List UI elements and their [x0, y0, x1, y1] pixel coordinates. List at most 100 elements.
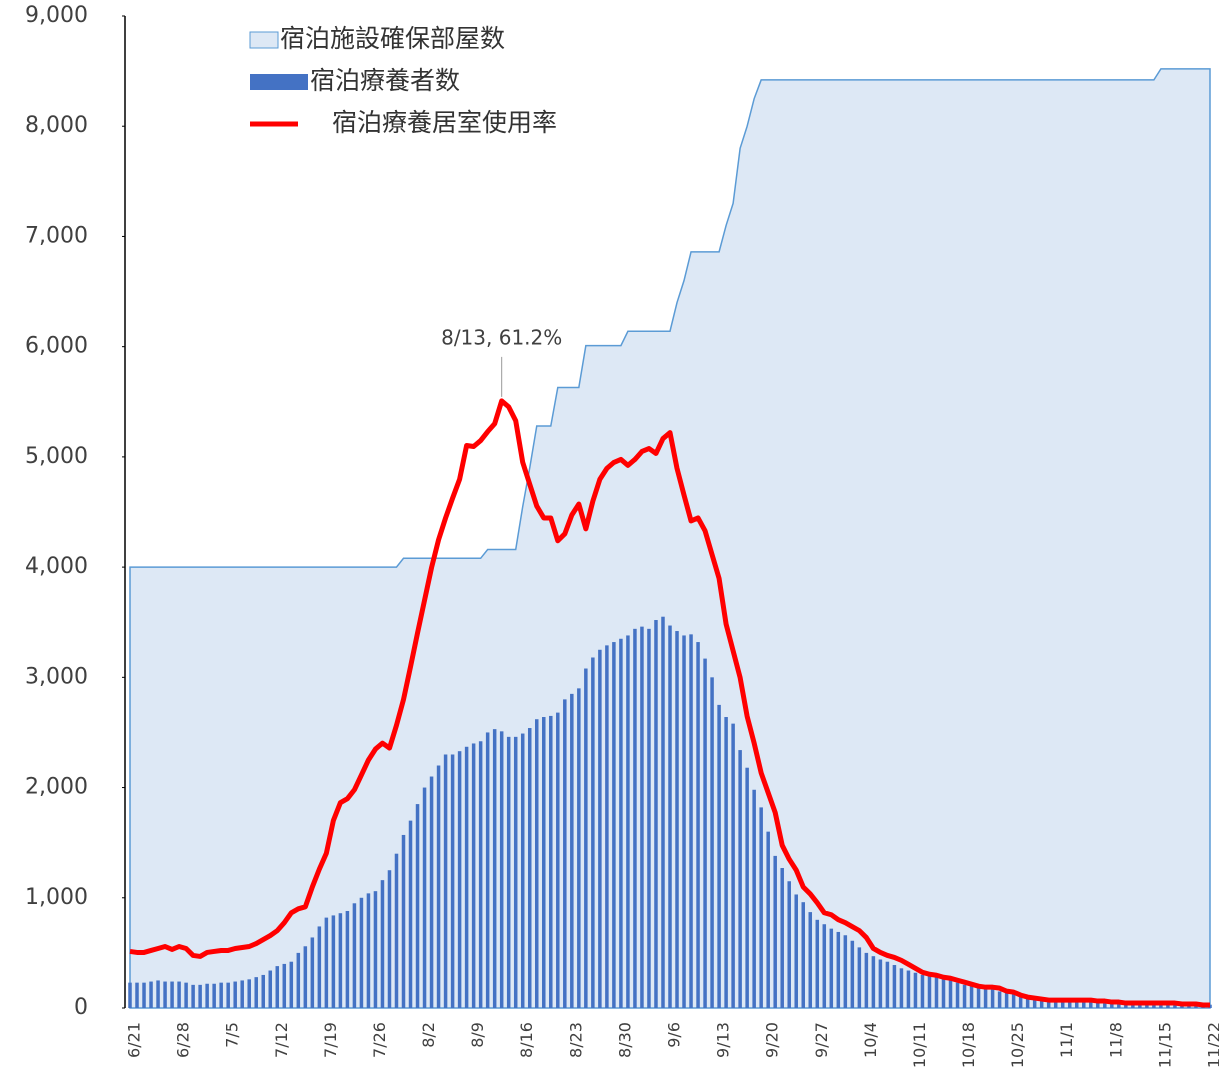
x-tick-label: 8/16: [517, 1022, 536, 1058]
bar: [640, 626, 644, 1008]
line: [129, 398, 1210, 1008]
bar: [310, 937, 315, 1008]
bar: [591, 657, 595, 1008]
bar: [352, 903, 357, 1008]
bar: [471, 743, 476, 1008]
bar: [864, 952, 869, 1008]
bar: [338, 913, 343, 1008]
x-tick-label: 9/20: [763, 1022, 782, 1058]
bar: [1011, 993, 1016, 1008]
bar: [156, 980, 160, 1008]
bar: [906, 970, 911, 1008]
bar: [948, 980, 953, 1008]
bar: [619, 638, 623, 1008]
bar: [808, 912, 813, 1008]
bar: [668, 625, 672, 1008]
bar: [927, 976, 932, 1008]
bar: [822, 924, 827, 1008]
bar: [233, 981, 237, 1008]
bar: [485, 732, 490, 1008]
bar: [457, 751, 462, 1008]
bar: [443, 754, 448, 1008]
x-tick-label: 10/18: [959, 1022, 978, 1068]
bar: [836, 931, 841, 1008]
bar: [1032, 996, 1037, 1008]
bar: [955, 982, 960, 1008]
bar: [899, 968, 904, 1008]
bar: [527, 728, 532, 1008]
bar: [464, 746, 469, 1008]
bar: [296, 952, 301, 1008]
bar: [647, 628, 651, 1008]
bar: [198, 984, 202, 1008]
bar: [240, 980, 244, 1008]
y-tick-label: 5,000: [25, 444, 88, 469]
bar: [1110, 1001, 1114, 1008]
bar: [815, 919, 820, 1008]
bar: [1067, 999, 1072, 1008]
x-tick-label: 11/8: [1106, 1022, 1125, 1058]
bar: [191, 984, 195, 1008]
bar: [212, 983, 216, 1008]
bar: [913, 972, 918, 1008]
bar: [549, 715, 553, 1008]
x-tick-label: 7/19: [321, 1022, 340, 1058]
bar: [359, 897, 364, 1008]
bar: [773, 855, 777, 1008]
bar: [682, 635, 686, 1008]
x-tick-label: 9/27: [812, 1022, 831, 1058]
bar: [1117, 1002, 1121, 1008]
bar: [780, 868, 784, 1008]
y-tick-label: 7,000: [25, 223, 88, 248]
bar: [513, 736, 518, 1008]
bar: [261, 974, 265, 1008]
bar: [1046, 998, 1051, 1008]
bar: [556, 712, 560, 1008]
legend-label: 宿泊療養居室使用率: [332, 108, 557, 137]
legend-swatch: [250, 74, 308, 90]
x-tick-label: 6/28: [174, 1022, 193, 1058]
bar: [633, 628, 637, 1008]
x-tick-label: 8/2: [419, 1022, 438, 1048]
bar: [275, 966, 280, 1008]
annotation: 8/13, 61.2%: [441, 325, 562, 349]
bar: [401, 834, 406, 1008]
bar: [1053, 999, 1058, 1008]
x-tick-label: 8/30: [615, 1022, 634, 1058]
bar: [1096, 1001, 1100, 1008]
x-tick-label: 7/26: [370, 1022, 389, 1058]
bar: [205, 983, 209, 1008]
bar: [759, 807, 763, 1008]
bar: [962, 984, 967, 1008]
x-tick-label: 9/6: [665, 1022, 684, 1048]
bar: [584, 668, 588, 1008]
bar: [766, 831, 770, 1008]
bar: [387, 870, 392, 1008]
bar: [570, 693, 574, 1008]
bar: [731, 723, 735, 1008]
bar: [1025, 995, 1030, 1008]
bar: [675, 631, 679, 1008]
bar: [892, 965, 897, 1008]
bar: [1103, 1001, 1107, 1008]
x-tick-label: 10/25: [1008, 1022, 1027, 1068]
x-tick-label: 10/11: [910, 1022, 929, 1068]
y-tick-label: 1,000: [25, 885, 88, 910]
bar: [563, 699, 567, 1008]
bar: [520, 733, 525, 1008]
x-tick-label: 11/22: [1205, 1022, 1219, 1068]
bar: [605, 645, 609, 1008]
bar: [920, 974, 925, 1008]
bar: [689, 634, 693, 1008]
legend-label: 宿泊施設確保部屋数: [280, 24, 505, 53]
bar: [331, 915, 336, 1008]
x-tick-label: 8/9: [468, 1022, 487, 1048]
bar: [163, 981, 167, 1008]
bar: [787, 881, 791, 1008]
bar: [542, 717, 546, 1008]
bar: [717, 704, 721, 1008]
bar: [598, 649, 602, 1008]
bar: [450, 754, 455, 1008]
bar: [857, 947, 862, 1008]
